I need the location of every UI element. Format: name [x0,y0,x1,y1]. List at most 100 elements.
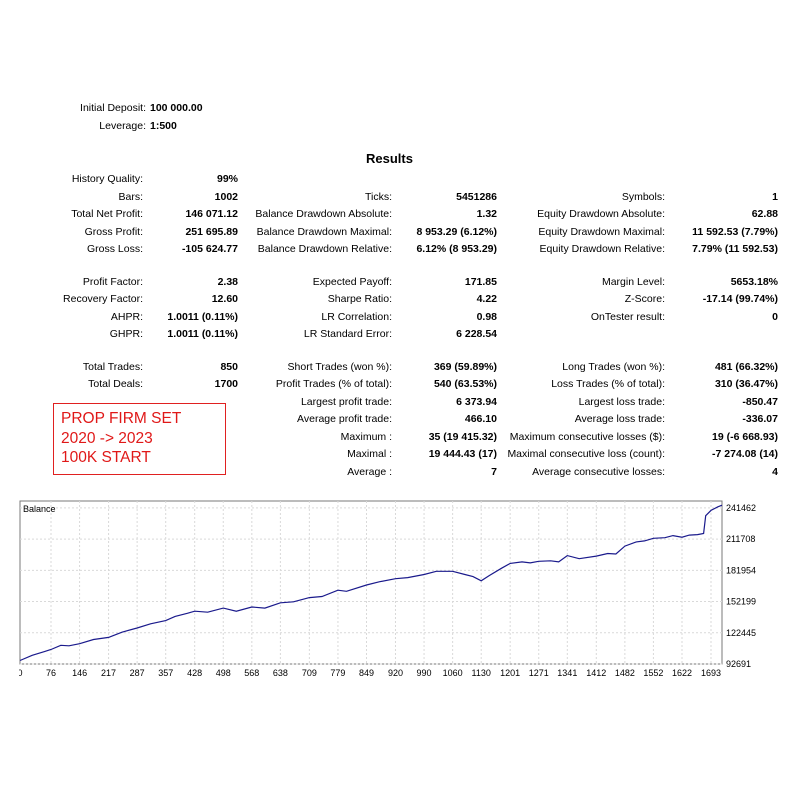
total-deals-value: 1700 [214,378,238,390]
long-trades-label: Long Trades (won %): [562,361,665,373]
y-tick-label: 122445 [726,628,756,638]
ontester-result-value: 0 [772,311,778,323]
loss-trades-label: Loss Trades (% of total): [551,378,665,390]
max-consecutive-wins-value: 35 (19 415.32) [428,431,497,443]
average-profit-value: 466.10 [464,413,497,425]
expected-payoff-label: Expected Payoff: [312,276,392,288]
sharpe-ratio-label: Sharpe Ratio: [327,293,392,305]
equity-dd-relative-value: 7.79% (11 592.53) [692,243,778,255]
short-trades-label: Short Trades (won %): [287,361,392,373]
annotation-line-1: PROP FIRM SET [61,410,182,427]
x-tick-label: 849 [359,668,374,678]
total-net-profit-value: 146 071.12 [185,208,238,220]
history-quality-value: 99% [216,173,238,185]
maximal-consecutive-profit-label: Maximal : [347,448,392,460]
equity-dd-absolute-label: Equity Drawdown Absolute: [537,208,665,220]
lr-correlation-label: LR Correlation: [321,311,392,323]
x-tick-label: 76 [46,668,56,678]
ticks-value: 5451286 [456,191,497,203]
x-tick-label: 1412 [586,668,606,678]
symbols-label: Symbols: [621,191,665,203]
y-tick-label: 181954 [726,565,756,575]
profit-trades-label: Profit Trades (% of total): [275,378,392,390]
x-tick-label: 920 [388,668,403,678]
x-tick-label: 217 [101,668,116,678]
lr-std-error-value: 6 228.54 [456,328,497,340]
x-tick-label: 990 [417,668,432,678]
short-trades-value: 369 (59.89%) [433,361,497,373]
x-tick-label: 1693 [701,668,721,678]
total-net-profit-label: Total Net Profit: [71,208,143,220]
total-trades-value: 850 [220,361,238,373]
recovery-factor-value: 12.60 [211,293,238,305]
max-consecutive-losses-label: Maximum consecutive losses ($): [509,431,665,443]
history-quality-label: History Quality: [71,173,143,185]
x-tick-label: 1130 [472,668,491,678]
x-tick-label: 638 [273,668,288,678]
total-deals-label: Total Deals: [88,378,143,390]
z-score-label: Z-Score: [624,293,665,305]
ghpr-label: GHPR: [109,328,143,340]
x-tick-label: 1271 [529,668,549,678]
balance-dd-relative-label: Balance Drawdown Relative: [257,243,392,255]
lr-std-error-label: LR Standard Error: [303,328,392,340]
largest-loss-label: Largest loss trade: [578,396,665,408]
y-tick-label: 211708 [726,534,755,544]
bars-value: 1002 [214,191,238,203]
largest-profit-value: 6 373.94 [456,396,497,408]
largest-loss-value: -850.47 [742,396,778,408]
max-consecutive-losses-value: 19 (-6 668.93) [712,431,778,443]
x-tick-label: 568 [244,668,259,678]
maximal-consecutive-loss-label: Maximal consecutive loss (count): [507,448,665,460]
x-tick-label: 1482 [615,668,635,678]
sharpe-ratio-value: 4.22 [476,293,497,305]
maximal-consecutive-loss-value: -7 274.08 (14) [712,448,778,460]
largest-profit-label: Largest profit trade: [300,396,392,408]
ahpr-label: AHPR: [110,311,143,323]
average-consecutive-losses-label: Average consecutive losses: [532,466,665,478]
x-tick-label: 0 [19,668,23,678]
x-tick-label: 1201 [500,668,520,678]
balance-dd-relative-value: 6.12% (8 953.29) [416,243,497,255]
equity-dd-maximal-value: 11 592.53 (7.79%) [692,226,778,238]
lr-correlation-value: 0.98 [476,311,497,323]
long-trades-value: 481 (66.32%) [714,361,778,373]
annotation-line-3: 100K START [61,449,151,466]
total-trades-label: Total Trades: [82,361,143,373]
x-tick-label: 779 [330,668,345,678]
gross-loss-label: Gross Loss: [86,243,143,255]
profit-factor-label: Profit Factor: [82,276,143,288]
average-loss-value: -336.07 [742,413,778,425]
recovery-factor-label: Recovery Factor: [63,293,143,305]
initial-deposit-label: Initial Deposit: [80,102,146,114]
average-consecutive-losses-value: 4 [772,466,778,478]
z-score-value: -17.14 (99.74%) [702,293,778,305]
loss-trades-value: 310 (36.47%) [714,378,778,390]
max-consecutive-wins-label: Maximum : [340,431,392,443]
ontester-result-label: OnTester result: [590,311,665,323]
leverage-label: Leverage: [99,120,146,132]
gross-loss-value: -105 624.77 [181,243,238,255]
average-profit-label: Average profit trade: [297,413,392,425]
x-tick-label: 287 [130,668,145,678]
x-tick-label: 1552 [643,668,663,678]
margin-level-value: 5653.18% [730,276,778,288]
average-loss-label: Average loss trade: [574,413,665,425]
ticks-label: Ticks: [364,191,392,203]
balance-dd-absolute-label: Balance Drawdown Absolute: [255,208,392,220]
balance-chart: 0 76 146 217 287 357 428 498 568 638 709 779 849 920 9… [17,500,779,682]
chart-title: Balance [23,504,56,514]
gross-profit-value: 251 695.89 [185,226,238,238]
x-tick-label: 709 [302,668,317,678]
symbols-value: 1 [772,191,778,203]
profit-trades-value: 540 (63.53%) [433,378,497,390]
annotation-line-2: 2020 -> 2023 [61,429,153,447]
x-tick-label: 146 [72,668,87,678]
leverage-value: 1:500 [150,120,177,132]
margin-level-label: Margin Level: [601,276,665,288]
profit-factor-value: 2.38 [217,276,238,288]
average-consecutive-wins-value: 7 [491,466,497,478]
x-tick-label: 1341 [557,668,577,678]
maximal-consecutive-profit-value: 19 444.43 (17) [428,448,497,460]
ghpr-value: 1.0011 (0.11%) [167,328,238,340]
